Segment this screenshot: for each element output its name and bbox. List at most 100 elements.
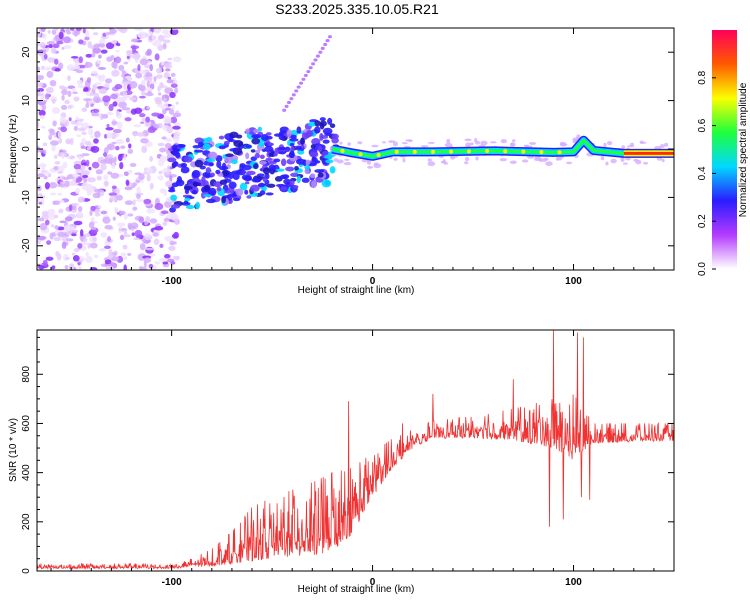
spectrogram-noise-blob (123, 264, 127, 270)
spectrogram-noise-blob (174, 218, 179, 225)
spectrogram-noise-blob (135, 198, 144, 202)
spectrogram-signal-blob (221, 196, 227, 204)
spectrogram-halo-blob (545, 161, 553, 166)
spectrogram-noise-blob (105, 127, 114, 131)
spectrogram-noise-blob (154, 53, 160, 61)
spectrogram-noise-blob (99, 159, 108, 165)
spectrogram-noise-blob (77, 156, 84, 159)
spectrogram-noise-blob (171, 104, 175, 110)
spectrogram-y-tick-label: -20 (21, 238, 32, 253)
spectrogram-noise-blob (50, 47, 57, 54)
spectrogram-noise-blob (143, 257, 152, 264)
spectrogram-signal-blob (257, 182, 266, 188)
spectrogram-noise-blob (163, 171, 171, 176)
spectrogram-noise-blob (149, 218, 158, 224)
spectrogram-signal-blob (172, 144, 178, 152)
spectrogram-noise-blob (108, 192, 118, 197)
spectrogram-halo-blob (500, 139, 507, 144)
spectrogram-noise-blob (101, 113, 109, 119)
spectrogram-halo-blob (393, 157, 398, 161)
spectrogram-halo-blob (521, 159, 529, 163)
spectrogram-noise-blob (78, 118, 84, 122)
spectrogram-noise-blob (49, 79, 57, 87)
spectrogram-signal-blob (279, 174, 288, 180)
spectrogram-noise-blob (140, 91, 147, 96)
spectrogram-noise-blob (43, 175, 48, 180)
spectrogram-signal-blob (222, 170, 229, 176)
spectrogram-halo-blob (420, 145, 429, 148)
spectrogram-noise-blob (175, 101, 179, 105)
spectrogram-noise-blob (91, 110, 95, 117)
spectrogram-halo-blob (661, 158, 665, 163)
spectrogram-x-tick-label: 100 (565, 276, 582, 287)
spectrogram-noise-blob (112, 101, 118, 107)
spectrogram-noise-blob (159, 155, 167, 163)
spectrogram-noise-blob (48, 182, 58, 189)
spectrogram-noise-blob (67, 85, 76, 89)
spectrogram-y-tick-label: 20 (21, 46, 32, 58)
spectrogram-noise-blob (124, 200, 134, 206)
spectrogram-halo-blob (538, 158, 543, 162)
spectrogram-signal-blob (167, 157, 177, 163)
spectrogram-signal-blob (327, 117, 333, 125)
spectrogram-signal-blob (219, 179, 228, 185)
spectrogram-noise-blob (153, 39, 162, 47)
figure-title: S233.2025.335.10.05.R21 (275, 1, 439, 17)
spectrogram-halo-blob (401, 142, 408, 145)
spectrogram-noise-blob (85, 170, 90, 176)
spectrogram-signal-blob (201, 176, 206, 183)
spectrogram-noise-blob (92, 192, 100, 199)
spectrogram-noise-blob (41, 33, 47, 39)
spectrogram-noise-blob (165, 68, 171, 72)
spectrogram-noise-blob (37, 93, 44, 97)
spectrogram-noise-blob (83, 237, 88, 242)
spectrogram-noise-blob (141, 145, 147, 154)
spectrogram-trace-node (394, 149, 399, 154)
spectrogram-noise-blob (170, 72, 176, 78)
spectrogram-noise-blob (78, 56, 83, 64)
spectrogram-noise-blob (115, 139, 125, 145)
spectrogram-signal-blob (229, 148, 238, 152)
spectrogram-noise-blob (137, 31, 147, 40)
spectrogram-noise-blob (145, 116, 151, 123)
spectrogram-noise-blob (110, 54, 115, 60)
spectrogram-noise-blob (106, 153, 114, 159)
spectrogram-noise-blob (38, 109, 46, 117)
spectrogram-noise-blob (126, 55, 130, 60)
spectrogram-noise-blob (169, 91, 176, 99)
spectrogram-noise-blob (70, 137, 74, 146)
snr-series-line (37, 330, 674, 571)
spectrogram-noise-blob (133, 38, 139, 42)
spectrogram-noise-blob (67, 104, 72, 110)
spectrogram-noise-blob (56, 40, 64, 45)
spectrogram-signal-blob (208, 162, 214, 166)
spectrogram-noise-blob (138, 173, 145, 180)
spectrogram-noise-blob (170, 261, 176, 265)
spectrogram-signal-blob (322, 139, 330, 144)
spectrogram-noise-blob (145, 72, 153, 78)
spectrogram-noise-blob (46, 40, 56, 46)
spectrogram-noise-blob (57, 192, 63, 196)
spectrogram-noise-blob (154, 226, 164, 231)
spectrogram-signal-blob (245, 144, 252, 149)
spectrogram-streak-blob (291, 93, 296, 97)
spectrogram-streak-blob (286, 100, 291, 105)
spectrogram-noise-blob (131, 232, 135, 237)
spectrogram-signal-blob (208, 151, 218, 160)
spectrogram-noise-blob (43, 49, 47, 54)
spectrogram-trace-node (412, 149, 417, 154)
spectrogram-noise-blob (75, 187, 80, 195)
spectrogram-noise-blob (58, 62, 64, 70)
spectrogram-signal-blob (184, 197, 191, 202)
spectrogram-signal-blob (245, 152, 250, 160)
spectrogram-noise-blob (73, 30, 79, 37)
spectrogram-noise-blob (111, 121, 118, 125)
spectrogram-noise-blob (57, 183, 66, 188)
spectrogram-noise-blob (121, 107, 131, 111)
spectrogram-streak-blob (318, 50, 323, 54)
spectrogram-noise-blob (37, 173, 45, 178)
spectrogram-noise-blob (95, 169, 104, 175)
spectrogram-halo-blob (347, 142, 351, 146)
spectrogram-halo-blob (464, 138, 472, 142)
